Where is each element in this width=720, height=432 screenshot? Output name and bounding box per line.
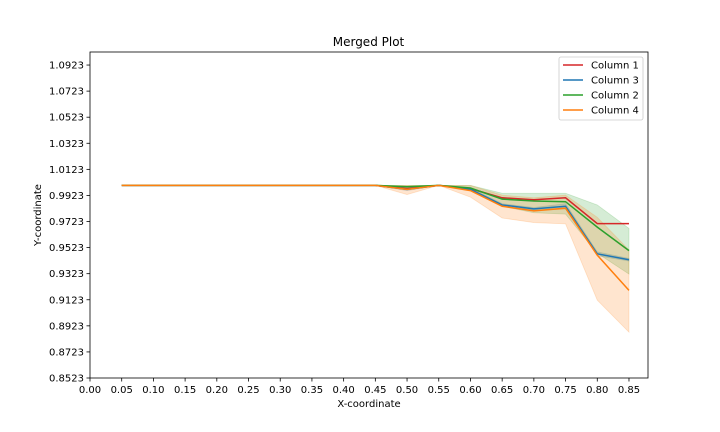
y-tick-label: 1.0923 [49, 61, 84, 72]
x-tick-label: 0.55 [428, 385, 450, 396]
x-tick-label: 0.65 [491, 385, 513, 396]
x-axis-ticks: 0.00 0.05 0.10 0.15 0.20 0.25 0.30 0.35 0.40 0.45… [79, 378, 640, 396]
y-tick-label: 0.8923 [49, 321, 84, 332]
y-tick-label: 0.8723 [49, 347, 84, 358]
x-tick-label: 0.70 [523, 385, 545, 396]
x-tick-label: 0.15 [174, 385, 196, 396]
legend-box [558, 56, 644, 121]
x-tick-label: 0.45 [364, 385, 386, 396]
y-axis-label: Y-coordinate [33, 184, 44, 247]
legend-entry-label: Column 1 [591, 61, 639, 72]
chart-title: Merged Plot [333, 35, 405, 49]
y-tick-label: 1.0523 [49, 113, 84, 124]
y-axis-ticks: 0.8523 0.8723 0.8923 0.9123 0.9323 0.9523 0.97… [49, 61, 90, 385]
y-tick-label: 0.9323 [49, 269, 84, 280]
x-tick-label: 0.80 [586, 385, 608, 396]
plot-area-frame [89, 51, 649, 379]
x-tick-label: 0.35 [301, 385, 323, 396]
legend-entry-label: Column 4 [591, 106, 639, 117]
x-tick-label: 0.25 [237, 385, 259, 396]
series-lines [121, 184, 630, 291]
x-tick-label: 0.50 [396, 385, 418, 396]
line-series-4 [121, 184, 630, 291]
legend-entry-label: Column 3 [591, 76, 639, 87]
x-tick-label: 0.60 [459, 385, 481, 396]
y-tick-label: 1.0723 [49, 87, 84, 98]
y-tick-label: 0.8523 [49, 374, 84, 385]
x-tick-label: 0.20 [206, 385, 228, 396]
x-tick-label: 0.85 [618, 385, 640, 396]
y-tick-label: 0.9123 [49, 295, 84, 306]
x-tick-label: 0.05 [111, 385, 133, 396]
x-axis-label: X-coordinate [337, 399, 400, 410]
y-tick-label: 0.9523 [49, 243, 84, 254]
x-tick-label: 0.40 [333, 385, 355, 396]
legend-entry-label: Column 2 [591, 91, 639, 102]
x-tick-label: 0.00 [79, 385, 101, 396]
x-tick-label: 0.30 [269, 385, 291, 396]
legend: Column 1 Column 3 Column 2 Column 4 [558, 56, 644, 121]
y-tick-label: 0.9723 [49, 217, 84, 228]
x-tick-label: 0.75 [554, 385, 576, 396]
y-tick-label: 0.9923 [49, 191, 84, 202]
y-tick-label: 1.0323 [49, 139, 84, 150]
y-tick-label: 1.0123 [49, 165, 84, 176]
x-tick-label: 0.10 [142, 385, 164, 396]
